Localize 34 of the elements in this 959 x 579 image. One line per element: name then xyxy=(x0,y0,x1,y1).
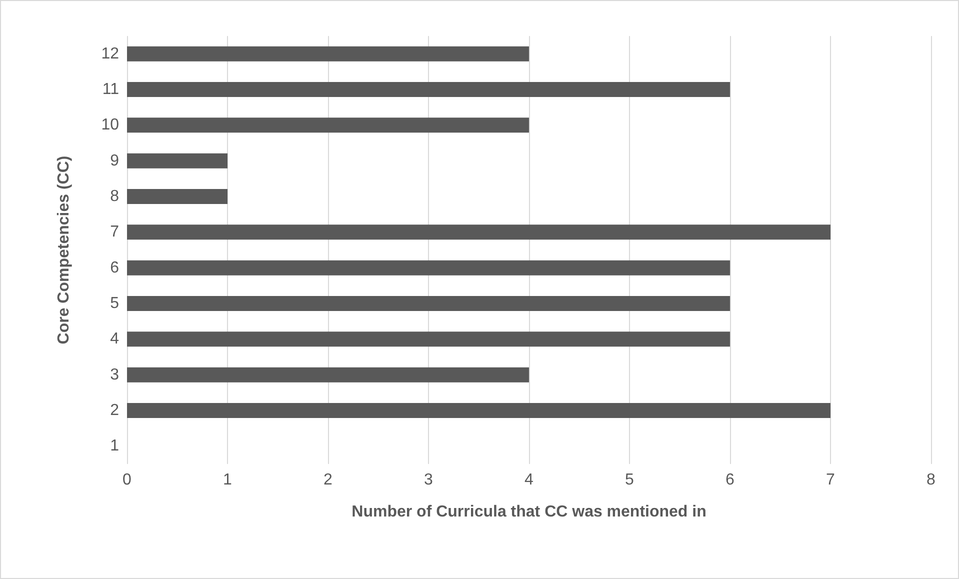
x-tick-label: 6 xyxy=(726,472,735,488)
y-tick-label: 3 xyxy=(110,366,120,384)
y-tick-label: 11 xyxy=(102,81,120,98)
x-tick-label: 2 xyxy=(324,472,333,488)
y-tick-label: 1 xyxy=(110,438,120,455)
y-tick-label: 10 xyxy=(101,116,120,134)
y-axis-title: Core Competencies (CC) xyxy=(56,156,72,344)
bar xyxy=(127,46,529,62)
x-tick-label: 1 xyxy=(223,472,232,488)
bar xyxy=(127,260,730,276)
x-axis-title: Number of Curricula that CC was mentioned in xyxy=(352,504,706,520)
x-tick-label: 0 xyxy=(122,472,132,488)
bar xyxy=(127,153,228,168)
y-tick-label: 9 xyxy=(110,152,120,170)
y-tick-label: 12 xyxy=(101,45,120,62)
bar xyxy=(127,296,730,311)
bar xyxy=(127,403,830,418)
x-tick-label: 3 xyxy=(424,472,434,488)
bar xyxy=(127,189,228,204)
y-tick-label: 6 xyxy=(110,259,120,276)
y-tick-label: 5 xyxy=(110,295,120,312)
y-tick-label: 2 xyxy=(110,402,120,419)
bar xyxy=(127,332,730,347)
bar xyxy=(127,82,730,97)
x-tick-label: 5 xyxy=(625,472,634,488)
y-tick-label: 4 xyxy=(110,330,120,348)
bar xyxy=(127,118,529,133)
x-tick-label: 8 xyxy=(926,472,936,488)
y-tick-label: 8 xyxy=(110,188,120,205)
y-tick-label: 7 xyxy=(110,224,120,241)
bar xyxy=(127,367,529,382)
x-tick-label: 4 xyxy=(524,472,534,488)
bar xyxy=(127,224,830,240)
x-tick-label: 7 xyxy=(826,472,836,488)
